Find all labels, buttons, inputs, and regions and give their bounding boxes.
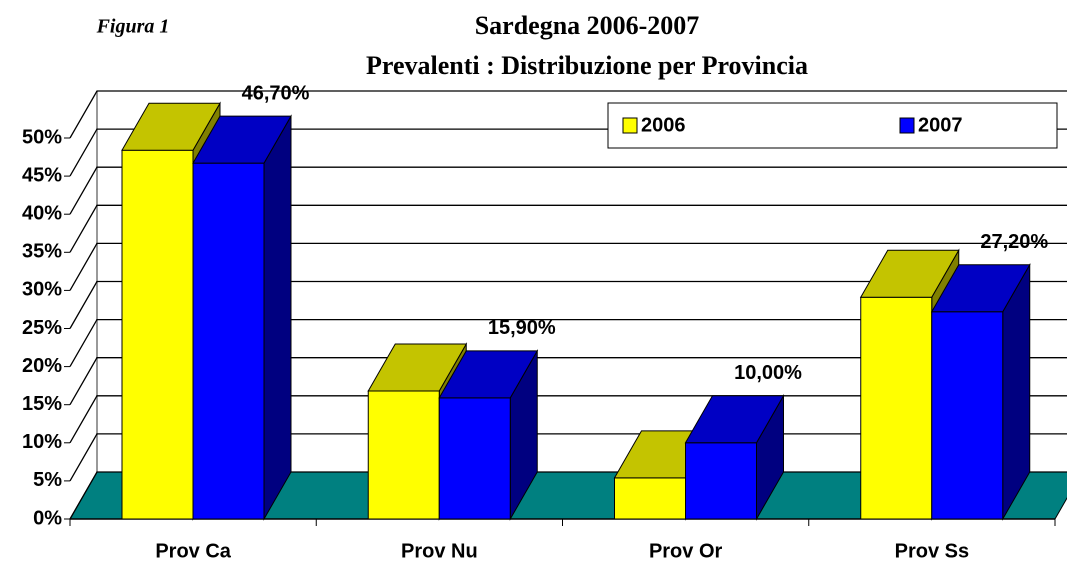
bar-top	[192, 115, 292, 164]
chart-subtitle: Prevalenti : Distribuzione per Provincia	[366, 51, 808, 80]
x-tick-label: Prov Ca	[155, 540, 231, 562]
grid-line	[69, 280, 1067, 329]
y-tick-label: 50%	[22, 126, 62, 148]
legend-label: 2006	[641, 114, 686, 136]
x-tick-label: Prov Or	[649, 540, 723, 562]
y-tick-label: 25%	[22, 317, 62, 339]
bar-top	[121, 102, 221, 151]
bar-top	[859, 249, 960, 298]
x-tick-label: Prov Ss	[895, 540, 969, 562]
bar-front	[685, 442, 757, 520]
value-label: 10,00%	[734, 362, 802, 384]
y-tick-label: 5%	[33, 469, 62, 491]
annotation: Figura 1	[96, 16, 170, 38]
bar-front	[192, 162, 265, 520]
value-label: 15,90%	[488, 317, 556, 339]
bar	[192, 114, 292, 521]
y-tick-label: 10%	[22, 431, 62, 453]
bar-top	[438, 350, 539, 399]
chart-title: Sardegna 2006-2007	[475, 11, 700, 40]
bar	[684, 393, 785, 521]
bar-top	[367, 343, 468, 392]
bar	[438, 348, 539, 521]
bar-front	[931, 311, 1004, 520]
grid-line	[69, 90, 1067, 139]
grid-line	[69, 204, 1067, 253]
grid-line	[69, 242, 1067, 291]
y-tick-label: 40%	[22, 202, 62, 224]
y-tick-label: 20%	[22, 355, 62, 377]
bar-front	[367, 390, 440, 520]
bar-front	[121, 149, 194, 520]
legend-swatch	[899, 117, 915, 134]
legend: 2006 2007	[607, 102, 1058, 149]
grid-line	[69, 357, 1067, 406]
y-tick-label: 45%	[22, 164, 62, 186]
legend-label: 2007	[918, 114, 963, 136]
y-tick-label: 35%	[22, 241, 62, 263]
y-tick-label: 0%	[33, 507, 62, 529]
value-label: 27,20%	[980, 231, 1048, 253]
bar-front	[614, 477, 686, 520]
y-tick-label: 15%	[22, 393, 62, 415]
bar-top	[930, 264, 1031, 313]
value-label: 46,70%	[242, 82, 310, 104]
bar-front	[860, 296, 933, 520]
grid-line	[69, 166, 1067, 215]
bar-side	[263, 114, 292, 521]
grid-line	[69, 318, 1067, 367]
y-tick-label: 30%	[22, 279, 62, 301]
x-tick-label: Prov Nu	[401, 540, 478, 562]
bar-front	[438, 397, 511, 520]
bar-top	[684, 395, 785, 444]
bar	[930, 262, 1031, 521]
legend-box	[607, 102, 1058, 149]
legend-swatch	[622, 117, 638, 134]
